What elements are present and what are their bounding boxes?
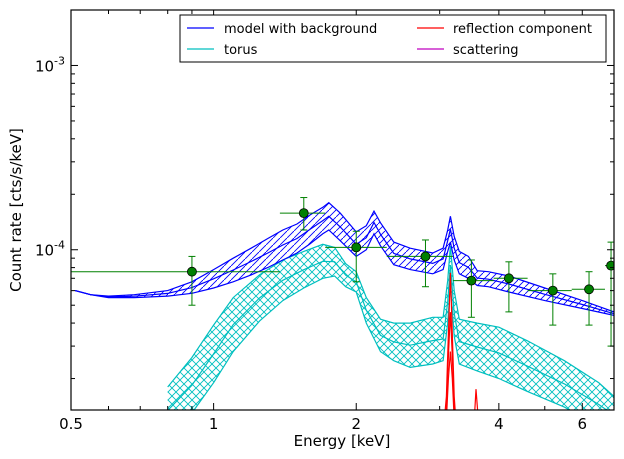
legend-box xyxy=(179,14,607,63)
x-tick-label: 6 xyxy=(578,415,588,433)
series-reflection-mid-line xyxy=(445,312,456,410)
x-tick-label: 1 xyxy=(209,415,219,433)
y-tick-label: 10-4 xyxy=(35,239,65,260)
series-torus-lower-line xyxy=(193,275,571,410)
y-axis-label: Count rate [cts/s/keV] xyxy=(7,128,25,292)
data-point xyxy=(571,271,605,326)
data-point-marker xyxy=(187,266,197,277)
data-point xyxy=(325,230,387,283)
data-point-marker xyxy=(503,273,514,284)
legend-label-scattering: scattering xyxy=(453,43,519,58)
series-torus-mid-line xyxy=(167,260,608,410)
data-point-marker xyxy=(466,275,477,286)
x-tick-label: 2 xyxy=(351,415,361,433)
data-point xyxy=(386,239,453,288)
data-point-marker xyxy=(298,208,309,219)
data-point-marker xyxy=(351,242,362,253)
series-reflection-upper-line xyxy=(444,272,479,410)
data-point-marker xyxy=(584,284,594,295)
series-reflection xyxy=(444,272,479,410)
series-torus-upper-line xyxy=(167,243,614,397)
x-tick-label: 0.5 xyxy=(59,415,83,433)
legend-label-model: model with background xyxy=(224,22,377,37)
series-torus-band xyxy=(167,244,614,410)
x-axis-label: Energy [keV] xyxy=(294,432,391,450)
legend: model with background reflection compone… xyxy=(179,14,607,63)
data-point-marker xyxy=(420,251,431,262)
series-model-band xyxy=(75,202,614,316)
data-point xyxy=(527,273,572,326)
series-torus xyxy=(167,243,614,410)
legend-label-torus: torus xyxy=(224,43,258,58)
data-point xyxy=(279,197,326,231)
data-point xyxy=(493,261,528,313)
series-reflection-lower-line xyxy=(446,351,455,410)
x-tick-label: 4 xyxy=(494,415,504,433)
legend-label-reflection: reflection component xyxy=(453,22,592,37)
data-point xyxy=(71,255,280,306)
y-tick-label: 10-3 xyxy=(35,54,65,75)
data-point-marker xyxy=(547,285,558,296)
plot-frame xyxy=(70,9,615,411)
data-point xyxy=(452,259,494,318)
